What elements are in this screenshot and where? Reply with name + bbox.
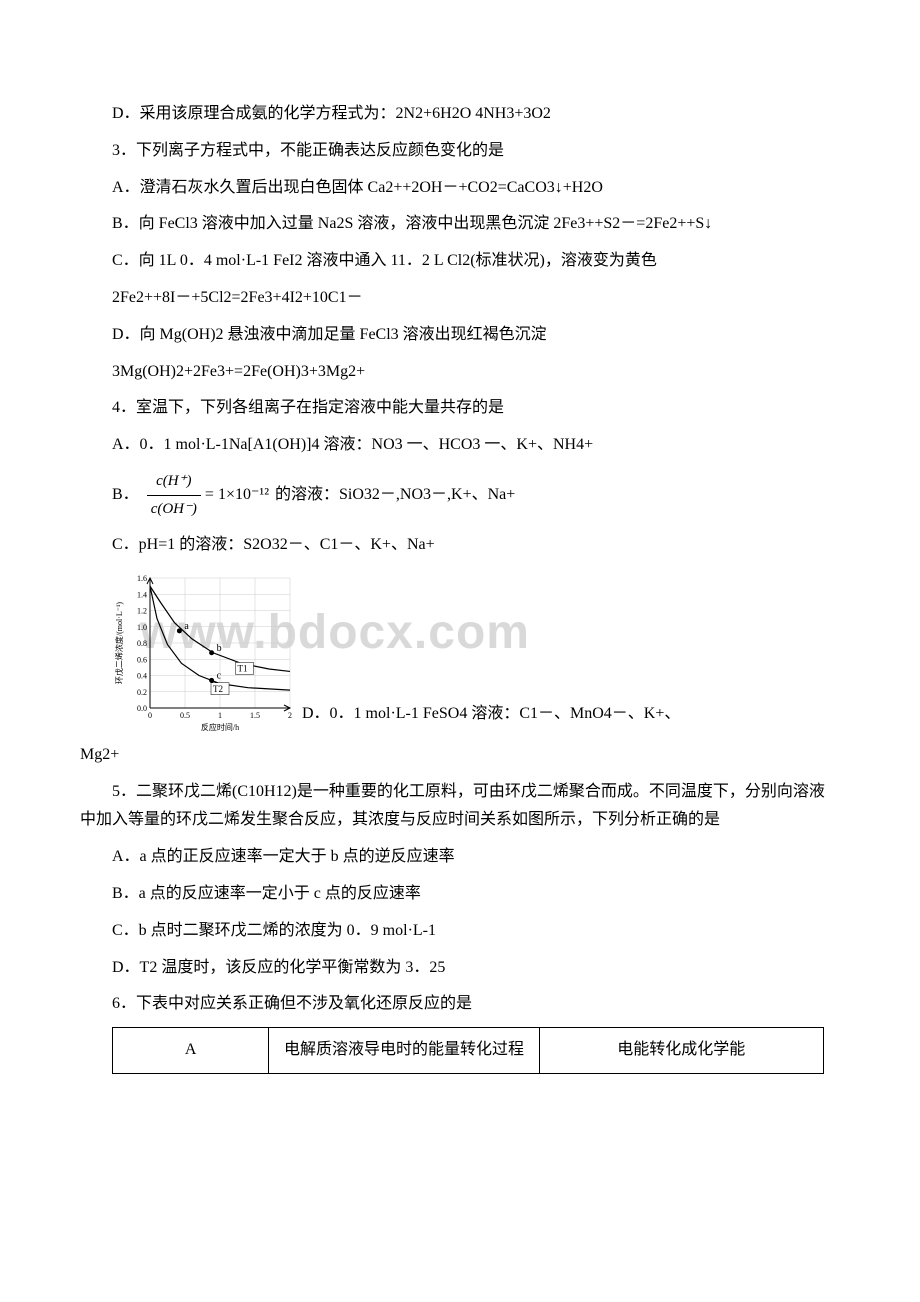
svg-text:0.8: 0.8 xyxy=(137,639,147,648)
fraction-numerator: c(H⁺) xyxy=(147,468,201,496)
option-d-q3-line1: D．向 Mg(OH)2 悬浊液中滴加足量 FeCl3 溶液出现红褐色沉淀 xyxy=(80,321,840,350)
option-a-q5: A．a 点的正反应速率一定大于 b 点的逆反应速率 xyxy=(80,843,840,872)
svg-text:1.2: 1.2 xyxy=(137,606,147,615)
question-5: 5．二聚环戊二烯(C10H12)是一种重要的化工原料，可由环戊二烯聚合而成。不同… xyxy=(80,778,840,836)
table-cell-desc: 电解质溶液导电时的能量转化过程 xyxy=(269,1028,539,1074)
fraction-expression: c(H⁺) c(OH⁻) xyxy=(147,468,201,523)
option-d-q2: D．采用该原理合成氨的化学方程式为：2N2+6H2O 4NH3+3O2 xyxy=(80,100,840,129)
option-d-q4-cont: Mg2+ xyxy=(80,741,840,770)
svg-text:1.6: 1.6 xyxy=(137,574,147,583)
svg-text:T2: T2 xyxy=(213,684,223,694)
chart-and-option-d: 0.00.20.40.60.81.01.21.41.600.511.52abcT… xyxy=(80,568,840,733)
svg-text:1.4: 1.4 xyxy=(137,590,147,599)
option-c-q3-line1: C．向 1L 0．4 mol·L-1 FeI2 溶液中通入 11．2 L Cl2… xyxy=(80,247,840,276)
table-row: A 电解质溶液导电时的能量转化过程 电能转化成化学能 xyxy=(113,1028,824,1074)
svg-text:a: a xyxy=(184,621,189,632)
svg-text:环戊二烯浓度/(mol·L⁻¹): 环戊二烯浓度/(mol·L⁻¹) xyxy=(114,601,124,684)
relation-table: A 电解质溶液导电时的能量转化过程 电能转化成化学能 xyxy=(112,1027,824,1074)
concentration-chart: 0.00.20.40.60.81.01.21.41.600.511.52abcT… xyxy=(112,568,302,733)
option-b-q5: B．a 点的反应速率一定小于 c 点的反应速率 xyxy=(80,880,840,909)
svg-text:1.0: 1.0 xyxy=(137,623,147,632)
svg-text:1.5: 1.5 xyxy=(250,711,260,720)
document-content: D．采用该原理合成氨的化学方程式为：2N2+6H2O 4NH3+3O2 3．下列… xyxy=(80,100,840,1074)
svg-text:0: 0 xyxy=(148,711,152,720)
option-c-q5: C．b 点时二聚环戊二烯的浓度为 0．9 mol·L-1 xyxy=(80,917,840,946)
equation-rhs: = 1×10⁻¹² xyxy=(205,481,269,510)
table-cell-energy: 电能转化成化学能 xyxy=(539,1028,823,1074)
option-a-q4: A．0．1 mol·L-1Na[A1(OH)]4 溶液：NO3 一、HCO3 一… xyxy=(80,431,840,460)
svg-text:c: c xyxy=(217,670,222,681)
option-b-q4: B． c(H⁺) c(OH⁻) = 1×10⁻¹² 的溶液：SiO32－,NO3… xyxy=(80,468,840,523)
chart-svg: 0.00.20.40.60.81.01.21.41.600.511.52abcT… xyxy=(112,568,302,733)
question-4: 4．室温下，下列各组离子在指定溶液中能大量共存的是 xyxy=(80,394,840,423)
option-c-q3-line2: 2Fe2++8I－+5Cl2=2Fe3+4I2+10C1－ xyxy=(80,284,840,313)
option-d-q4: D．0．1 mol·L-1 FeSO4 溶液：C1－、MnO4－、K+、 xyxy=(302,700,680,729)
svg-text:0.4: 0.4 xyxy=(137,671,147,680)
svg-text:0.0: 0.0 xyxy=(137,704,147,713)
question-6: 6．下表中对应关系正确但不涉及氧化还原反应的是 xyxy=(80,990,840,1019)
svg-text:b: b xyxy=(217,643,222,654)
svg-text:0.6: 0.6 xyxy=(137,655,147,664)
svg-text:0.2: 0.2 xyxy=(137,688,147,697)
option-a-q3: A．澄清石灰水久置后出现白色固体 Ca2++2OH－+CO2=CaCO3↓+H2… xyxy=(80,174,840,203)
svg-text:反应时间/h: 反应时间/h xyxy=(201,722,239,732)
option-b-suffix: 的溶液：SiO32－,NO3－,K+、Na+ xyxy=(275,481,515,510)
option-d-q3-line2: 3Mg(OH)2+2Fe3+=2Fe(OH)3+3Mg2+ xyxy=(80,358,840,387)
svg-text:1: 1 xyxy=(218,711,222,720)
question-3: 3．下列离子方程式中，不能正确表达反应颜色变化的是 xyxy=(80,137,840,166)
table-cell-a: A xyxy=(113,1028,269,1074)
svg-text:2: 2 xyxy=(288,711,292,720)
option-b-label: B． xyxy=(80,481,139,510)
svg-text:0.5: 0.5 xyxy=(180,711,190,720)
option-b-q3: B．向 FeCl3 溶液中加入过量 Na2S 溶液，溶液中出现黑色沉淀 2Fe3… xyxy=(80,210,840,239)
svg-text:T1: T1 xyxy=(238,663,248,673)
fraction-denominator: c(OH⁻) xyxy=(147,496,201,523)
table-container: A 电解质溶液导电时的能量转化过程 电能转化成化学能 xyxy=(112,1027,824,1074)
option-c-q4: C．pH=1 的溶液：S2O32－、C1－、K+、Na+ xyxy=(80,531,840,560)
option-d-q5: D．T2 温度时，该反应的化学平衡常数为 3．25 xyxy=(80,954,840,983)
